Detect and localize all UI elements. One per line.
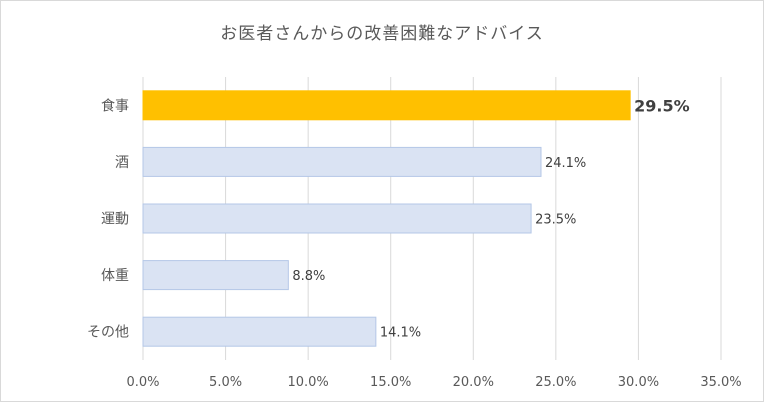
data-label: 23.5% xyxy=(535,213,576,228)
x-tick-label: 10.0% xyxy=(287,375,328,390)
category-label: 酒 xyxy=(115,155,129,171)
x-tick-label: 35.0% xyxy=(700,375,741,390)
bar xyxy=(142,203,532,234)
data-label: 29.5% xyxy=(634,96,690,115)
bar xyxy=(142,260,289,291)
data-label: 8.8% xyxy=(292,269,325,284)
x-tick-label: 25.0% xyxy=(535,375,576,390)
category-label: 運動 xyxy=(101,212,129,228)
bar xyxy=(142,316,377,347)
category-label: 体重 xyxy=(101,268,129,284)
data-label: 14.1% xyxy=(380,326,421,341)
chart-title: お医者さんからの改善困難なアドバイス xyxy=(220,24,544,44)
x-tick-label: 20.0% xyxy=(453,375,494,390)
x-tick-label: 5.0% xyxy=(209,375,242,390)
bar xyxy=(142,146,542,177)
x-tick-label: 0.0% xyxy=(126,375,159,390)
category-label: その他 xyxy=(87,325,129,341)
x-tick-label: 15.0% xyxy=(370,375,411,390)
bar xyxy=(142,90,631,121)
x-tick-label: 30.0% xyxy=(618,375,659,390)
data-label: 24.1% xyxy=(545,156,586,171)
category-label: 食事 xyxy=(101,97,129,114)
